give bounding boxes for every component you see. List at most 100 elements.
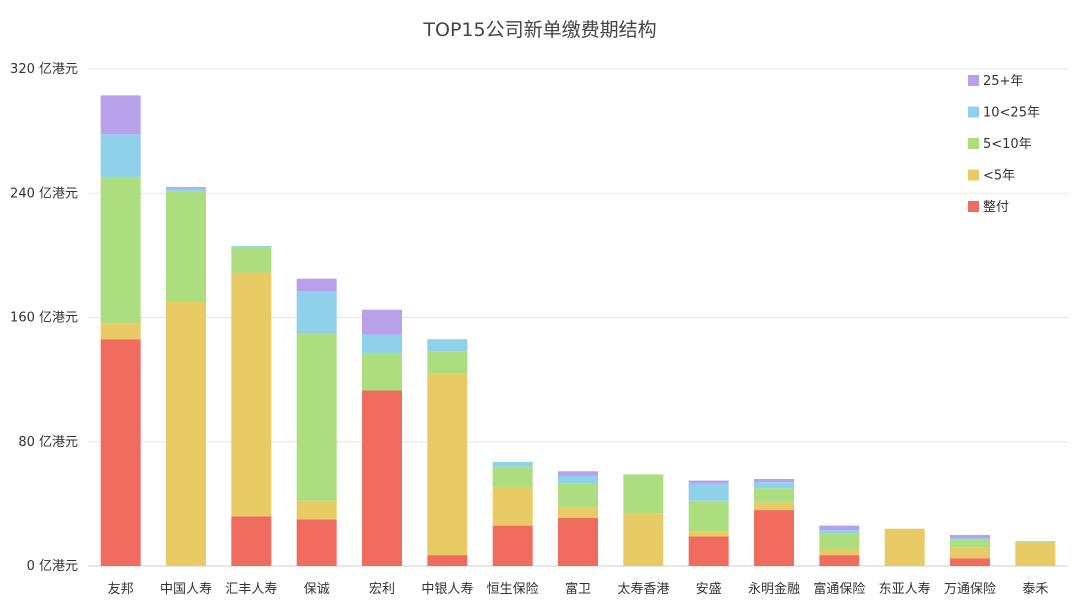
x-tick-label-13: 万通保险 [944,582,996,597]
legend-swatch-4 [968,201,979,212]
bar-3-series-3[interactable] [296,291,337,334]
bar-9-series-2[interactable] [688,500,729,532]
bar-13-series-2[interactable] [950,539,990,548]
bar-12-series-1[interactable] [884,528,925,566]
bar-0-series-0[interactable] [100,339,141,566]
bar-4-series-2[interactable] [362,353,402,391]
bar-3-series-0[interactable] [296,519,337,566]
bar-5-series-1[interactable] [427,373,468,556]
bar-8-series-1[interactable] [623,513,664,566]
bar-3-series-1[interactable] [296,500,337,520]
bar-stack-3[interactable] [296,278,337,566]
bar-7-series-2[interactable] [558,483,598,507]
bar-13-series-0[interactable] [950,558,990,566]
x-tick-label-12: 东亚人寿 [879,582,931,597]
bar-9-series-4[interactable] [688,480,729,484]
bar-4-series-3[interactable] [362,334,402,354]
bar-2-series-2[interactable] [231,247,272,273]
bar-stack-6[interactable] [492,461,533,566]
legend-item-0[interactable]: 25+年 [968,74,1023,89]
bar-5-series-2[interactable] [427,351,468,374]
bar-7-series-0[interactable] [558,517,598,566]
x-tick-label-11: 富通保险 [813,581,865,597]
bar-7-series-1[interactable] [558,506,598,518]
bar-stack-0[interactable] [100,95,141,566]
bar-10-series-4[interactable] [754,479,794,483]
bar-1-series-2[interactable] [166,191,206,302]
y-axis-tick-labels: 0 亿港元 80 亿港元 160 亿港元 240 亿港元 320 亿港元 [10,62,78,574]
bar-9-series-3[interactable] [688,483,729,501]
bar-2-series-3[interactable] [231,246,272,248]
bar-2-series-0[interactable] [231,516,272,566]
bar-11-series-4[interactable] [819,525,860,531]
bar-0-series-4[interactable] [100,95,141,135]
bar-7-series-3[interactable] [558,475,598,484]
bar-1-series-4[interactable] [166,187,206,189]
bar-3-series-2[interactable] [296,333,337,501]
legend-label-3: <5年 [983,169,1015,184]
bar-6-series-1[interactable] [492,486,533,526]
bar-stack-1[interactable] [166,187,206,566]
bar-13-series-4[interactable] [950,534,990,539]
bar-0-series-2[interactable] [100,177,141,324]
x-tick-label-7: 富卫 [565,581,591,597]
bar-11-series-3[interactable] [819,530,860,534]
legend-item-1[interactable]: 10<25年 [968,106,1040,121]
bar-10-series-0[interactable] [754,510,794,566]
bar-6-series-2[interactable] [492,466,533,487]
x-tick-label-6: 恒生保险 [487,582,539,597]
bar-14-series-2[interactable] [1015,541,1056,543]
bar-11-series-1[interactable] [819,548,860,556]
bar-stack-10[interactable] [754,479,794,566]
bar-stack-14[interactable] [1015,541,1056,566]
bar-11-series-0[interactable] [819,555,860,566]
legend-item-3[interactable]: <5年 [968,169,1015,184]
bar-10-series-2[interactable] [754,488,794,503]
bar-9-series-0[interactable] [688,536,729,566]
bar-6-series-0[interactable] [492,525,533,566]
legend-label-0: 25+年 [983,74,1023,89]
bar-stack-5[interactable] [427,339,468,566]
bar-11-series-2[interactable] [819,533,860,549]
x-tick-label-2: 汇丰人寿 [225,582,277,597]
bar-stack-12[interactable] [884,528,925,566]
bar-0-series-1[interactable] [100,323,141,340]
bar-13-series-3[interactable] [950,538,990,540]
legend-swatch-1 [968,106,979,118]
bar-stack-8[interactable] [623,474,664,566]
bar-4-series-0[interactable] [362,390,402,566]
y-tick-label-240: 240 亿港元 [10,186,78,201]
bar-10-series-1[interactable] [754,502,794,511]
bar-5-series-0[interactable] [427,555,468,566]
bar-3-series-4[interactable] [296,278,337,292]
bar-2-series-1[interactable] [231,272,272,517]
legend-label-2: 5<10年 [983,137,1032,152]
bar-stack-13[interactable] [950,534,990,566]
bar-13-series-1[interactable] [950,547,990,559]
bar-stack-11[interactable] [819,525,860,566]
bar-stack-7[interactable] [558,471,598,566]
legend-item-2[interactable]: 5<10年 [968,137,1032,152]
bar-7-series-4[interactable] [558,471,598,476]
legend-label-1: 10<25年 [983,106,1040,121]
legend-item-4[interactable]: 整付 [968,200,1009,215]
x-tick-label-9: 安盛 [696,582,722,597]
bar-9-series-1[interactable] [688,531,729,537]
bar-stack-9[interactable] [688,480,729,566]
legend-swatch-2 [968,138,979,149]
bar-0-series-3[interactable] [100,134,141,178]
bar-1-series-1[interactable] [166,301,206,566]
bar-14-series-1[interactable] [1015,542,1056,566]
x-tick-label-1: 中国人寿 [160,582,212,597]
x-tick-label-0: 友邦 [108,581,134,597]
bar-10-series-3[interactable] [754,482,794,489]
bar-8-series-2[interactable] [623,474,664,514]
bar-6-series-3[interactable] [492,461,533,467]
bar-stack-4[interactable] [362,309,402,566]
y-tick-label-320: 320 亿港元 [10,62,78,77]
bar-5-series-3[interactable] [427,339,468,352]
bar-4-series-4[interactable] [362,309,402,335]
bar-1-series-3[interactable] [166,188,206,192]
bar-stack-2[interactable] [231,246,272,566]
